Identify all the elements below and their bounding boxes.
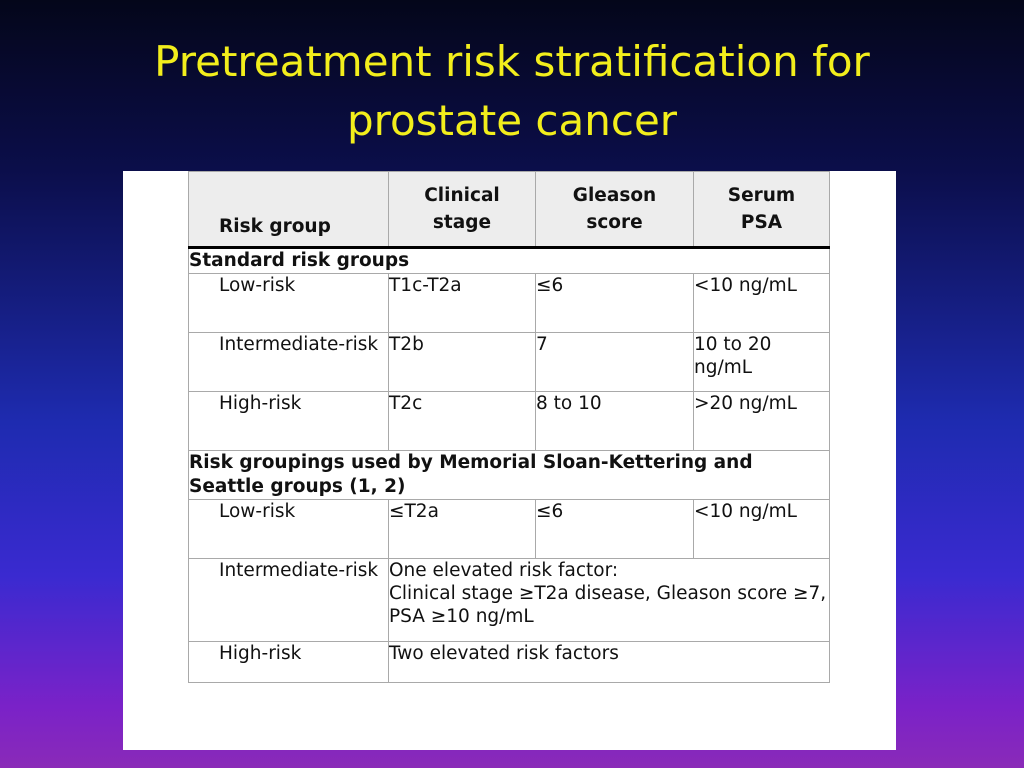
- cell-serum-psa: >20 ng/mL: [693, 391, 830, 451]
- cell-gleason-score: ≤6: [535, 499, 694, 559]
- risk-stratification-table: Risk group Clinical stage Gleason score …: [188, 171, 830, 683]
- table-image-frame: Risk group Clinical stage Gleason score …: [123, 171, 896, 750]
- table-row: Intermediate-risk One elevated risk fact…: [188, 558, 830, 642]
- section-title: Risk groupings used by Memorial Sloan-Ke…: [188, 450, 830, 500]
- cell-serum-psa: <10 ng/mL: [693, 499, 830, 559]
- slide-title-line-2: prostate cancer: [346, 96, 678, 145]
- section-header-standard: Standard risk groups: [188, 247, 830, 274]
- table-row: High-risk Two elevated risk factors: [188, 641, 830, 683]
- cell-risk-group: Low-risk: [188, 273, 389, 333]
- slide-title: Pretreatment risk stratification for pro…: [0, 32, 1024, 150]
- header-risk-group: Risk group: [188, 171, 389, 249]
- table-row: Low-risk ≤T2a ≤6 <10 ng/mL: [188, 499, 830, 559]
- cell-risk-group: High-risk: [188, 391, 389, 451]
- cell-risk-group: High-risk: [188, 641, 389, 683]
- cell-gleason-score: 7: [535, 332, 694, 392]
- cell-gleason-score: ≤6: [535, 273, 694, 333]
- criteria-line-2: Clinical stage ≥T2a disease, Gleason sco…: [389, 583, 827, 627]
- cell-serum-psa: <10 ng/mL: [693, 273, 830, 333]
- section-header-msk-seattle: Risk groupings used by Memorial Sloan-Ke…: [188, 450, 830, 500]
- cell-risk-group: Intermediate-risk: [188, 332, 389, 392]
- table-row: Low-risk T1c-T2a ≤6 <10 ng/mL: [188, 273, 830, 333]
- slide-title-line-1: Pretreatment risk stratification for: [154, 37, 870, 86]
- cell-risk-group: Low-risk: [188, 499, 389, 559]
- section-title: Standard risk groups: [188, 247, 830, 274]
- cell-clinical-stage: T1c-T2a: [388, 273, 536, 333]
- cell-risk-criteria: One elevated risk factor: Clinical stage…: [388, 558, 830, 642]
- table-row: High-risk T2c 8 to 10 >20 ng/mL: [188, 391, 830, 451]
- table-row: Intermediate-risk T2b 7 10 to 20 ng/mL: [188, 332, 830, 392]
- header-clinical-stage: Clinical stage: [388, 171, 536, 249]
- criteria-line-1: One elevated risk factor:: [389, 560, 619, 581]
- cell-serum-psa: 10 to 20 ng/mL: [693, 332, 830, 392]
- cell-clinical-stage: T2c: [388, 391, 536, 451]
- cell-clinical-stage: T2b: [388, 332, 536, 392]
- cell-gleason-score: 8 to 10: [535, 391, 694, 451]
- header-serum-psa: Serum PSA: [693, 171, 830, 249]
- cell-clinical-stage: ≤T2a: [388, 499, 536, 559]
- cell-risk-criteria: Two elevated risk factors: [388, 641, 830, 683]
- header-gleason-score: Gleason score: [535, 171, 694, 249]
- table-header-row: Risk group Clinical stage Gleason score …: [188, 171, 830, 249]
- cell-risk-group: Intermediate-risk: [188, 558, 389, 642]
